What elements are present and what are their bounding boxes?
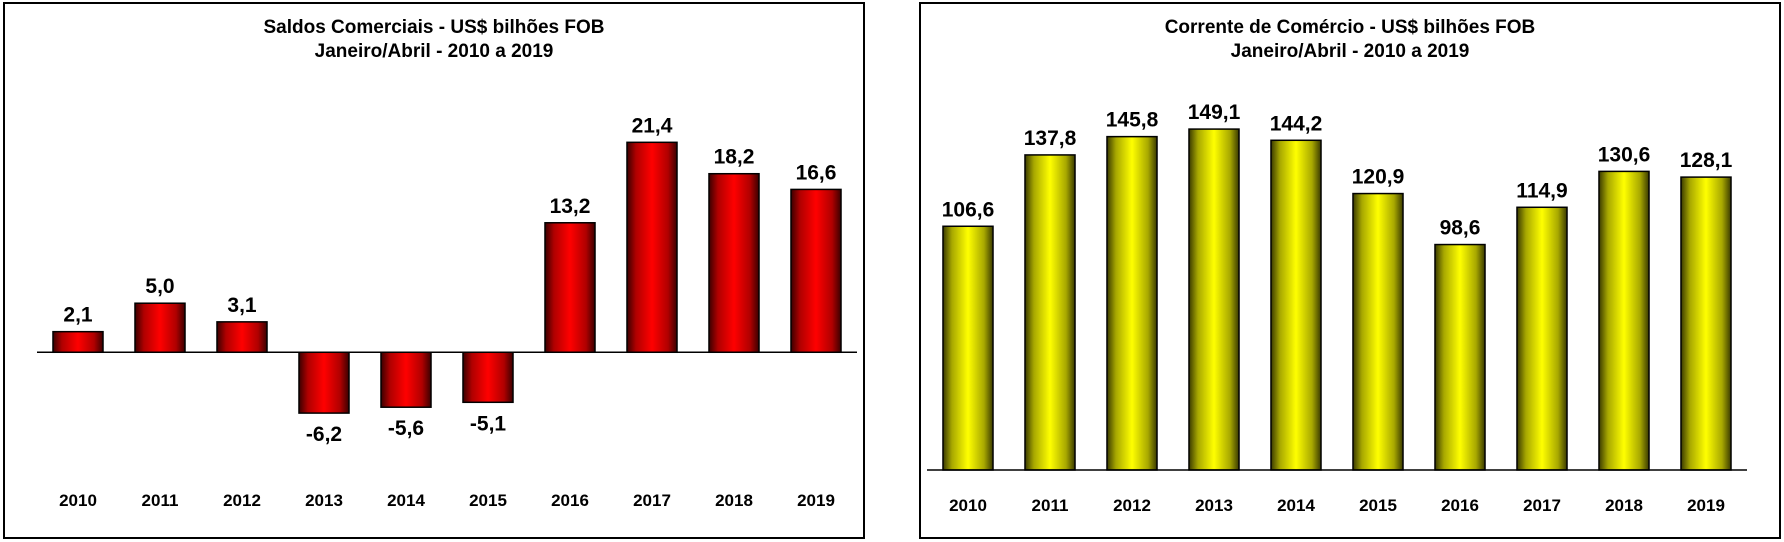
chart-title: Saldos Comerciais - US$ bilhões FOB <box>263 17 604 38</box>
chart-title: Corrente de Comércio - US$ bilhões FOB <box>1165 17 1536 38</box>
bar-2019 <box>790 188 842 354</box>
trade-balance-chart-panel: Saldos Comerciais - US$ bilhões FOB Jane… <box>3 2 865 539</box>
data-label-2017: 114,9 <box>1516 179 1567 202</box>
bar-2018 <box>708 172 760 354</box>
bar-2012 <box>1106 135 1158 471</box>
data-label-2016: 98,6 <box>1440 217 1481 240</box>
data-label-2010: 106,6 <box>942 198 995 221</box>
x-tick-label-2019: 2019 <box>797 491 835 510</box>
data-label-2019: 16,6 <box>796 161 837 184</box>
data-label-2010: 2,1 <box>63 304 93 327</box>
bar-2010 <box>52 330 104 354</box>
bar-2019 <box>1680 176 1732 471</box>
data-label-2018: 18,2 <box>714 146 755 169</box>
bar-2018 <box>1598 170 1650 471</box>
x-tick-label-2014: 2014 <box>387 491 425 510</box>
bar-2012 <box>216 321 268 354</box>
bar-2011 <box>134 302 186 354</box>
data-label-2018: 130,6 <box>1598 143 1651 166</box>
x-tick-label-2011: 2011 <box>1032 496 1069 515</box>
x-tick-label-2018: 2018 <box>715 491 753 510</box>
x-tick-label-2015: 2015 <box>1359 496 1397 515</box>
data-label-2012: 3,1 <box>227 294 257 317</box>
trade-balance-chart: Saldos Comerciais - US$ bilhões FOB Jane… <box>37 17 857 510</box>
data-label-2011: 5,0 <box>145 275 174 298</box>
chart-subtitle: Janeiro/Abril - 2010 a 2019 <box>315 41 554 62</box>
x-tick-label-2014: 2014 <box>1277 496 1315 515</box>
x-tick-label-2010: 2010 <box>949 496 987 515</box>
data-label-2013: 149,1 <box>1188 101 1241 124</box>
bar-2013 <box>1188 128 1240 471</box>
x-tick-label-2012: 2012 <box>223 491 261 510</box>
x-tick-label-2018: 2018 <box>1605 496 1643 515</box>
data-label-2015: 120,9 <box>1352 166 1405 189</box>
bar-2015 <box>1352 192 1404 471</box>
data-label-2016: 13,2 <box>550 195 591 218</box>
data-label-2014: -5,6 <box>388 417 424 440</box>
bar-2015 <box>462 351 514 404</box>
data-label-2013: -6,2 <box>306 423 342 446</box>
x-tick-label-2016: 2016 <box>1441 496 1479 515</box>
x-tick-label-2012: 2012 <box>1113 496 1151 515</box>
bar-2016 <box>544 222 596 354</box>
trade-flow-chart: Corrente de Comércio - US$ bilhões FOB J… <box>927 17 1747 515</box>
x-tick-label-2017: 2017 <box>1523 496 1561 515</box>
chart-subtitle: Janeiro/Abril - 2010 a 2019 <box>1231 41 1470 62</box>
bar-2013 <box>298 351 350 414</box>
bar-2014 <box>1270 139 1322 471</box>
bar-2010 <box>942 225 994 471</box>
bar-2016 <box>1434 243 1486 471</box>
x-tick-label-2016: 2016 <box>551 491 589 510</box>
bar-2011 <box>1024 154 1076 471</box>
data-label-2019: 128,1 <box>1680 149 1733 172</box>
x-tick-label-2017: 2017 <box>633 491 671 510</box>
trade-flow-chart-panel: Corrente de Comércio - US$ bilhões FOB J… <box>919 2 1781 539</box>
x-tick-label-2013: 2013 <box>305 491 343 510</box>
x-tick-label-2010: 2010 <box>59 491 97 510</box>
data-label-2015: -5,1 <box>470 412 507 435</box>
bar-2017 <box>626 141 678 354</box>
bar-2017 <box>1516 206 1568 471</box>
x-tick-label-2015: 2015 <box>469 491 507 510</box>
x-tick-label-2013: 2013 <box>1195 496 1233 515</box>
bar-2014 <box>380 351 432 408</box>
data-label-2011: 137,8 <box>1024 127 1077 150</box>
data-label-2012: 145,8 <box>1106 109 1159 132</box>
x-tick-label-2011: 2011 <box>142 491 179 510</box>
data-label-2017: 21,4 <box>632 114 673 137</box>
x-tick-label-2019: 2019 <box>1687 496 1725 515</box>
data-label-2014: 144,2 <box>1270 112 1323 135</box>
